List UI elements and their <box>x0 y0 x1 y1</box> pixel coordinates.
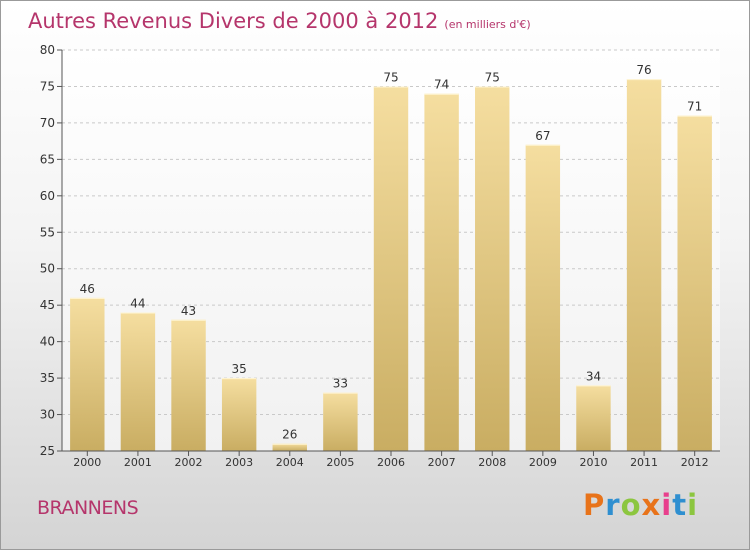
x-tick-label: 2003 <box>225 456 253 469</box>
logo-letter: o <box>620 488 642 522</box>
y-tick-label: 65 <box>40 152 55 166</box>
bar <box>475 86 510 452</box>
data-label: 67 <box>535 129 550 143</box>
y-tick-label: 25 <box>40 444 55 458</box>
title-text: Autres Revenus Divers de 2000 à 2012 <box>28 9 439 33</box>
title-unit: (en milliers d'€) <box>444 18 531 31</box>
data-label: 74 <box>434 78 449 92</box>
x-tick-label: 2011 <box>630 456 658 469</box>
y-tick-label: 60 <box>40 189 55 203</box>
x-tick-label: 2004 <box>276 456 304 469</box>
data-label: 43 <box>181 304 196 318</box>
y-tick-label: 35 <box>40 371 55 385</box>
data-label: 46 <box>80 282 95 296</box>
data-label: 76 <box>636 63 651 77</box>
x-tick-label: 2010 <box>579 456 607 469</box>
x-tick-label: 2005 <box>326 456 354 469</box>
x-tick-label: 2007 <box>428 456 456 469</box>
x-tick-label: 2012 <box>681 456 709 469</box>
bar <box>221 378 257 451</box>
bar <box>424 93 459 451</box>
data-label: 75 <box>383 70 398 84</box>
x-tick-label: 2000 <box>73 456 101 469</box>
chart-title: Autres Revenus Divers de 2000 à 2012 (en … <box>28 9 531 33</box>
bar <box>576 385 611 451</box>
bar <box>626 79 662 451</box>
data-label: 71 <box>687 100 702 114</box>
y-tick-label: 80 <box>40 43 55 57</box>
data-label: 44 <box>130 296 145 310</box>
bar <box>171 319 206 451</box>
bar <box>70 297 105 451</box>
y-tick-label: 70 <box>40 116 55 130</box>
logo-letter: i <box>661 488 673 522</box>
logo-letter: P <box>583 488 606 522</box>
bar <box>525 144 561 452</box>
x-tick-label: 2006 <box>377 456 405 469</box>
y-tick-label: 55 <box>40 225 55 239</box>
data-label: 75 <box>485 70 500 84</box>
bar <box>120 312 156 451</box>
x-tick-label: 2002 <box>175 456 203 469</box>
data-label: 26 <box>282 428 297 442</box>
logo-letter: x <box>641 488 662 522</box>
logo-letter: r <box>605 488 621 522</box>
y-tick-label: 30 <box>40 408 55 422</box>
data-label: 33 <box>333 377 348 391</box>
y-tick-label: 50 <box>40 262 55 276</box>
data-label: 35 <box>232 362 247 376</box>
x-tick-label: 2001 <box>124 456 152 469</box>
proxiti-logo: Proxiti <box>583 488 698 522</box>
y-tick-label: 75 <box>40 79 55 93</box>
bar <box>323 392 358 451</box>
location-label: BRANNENS <box>37 497 139 519</box>
data-label: 34 <box>586 369 601 383</box>
bar <box>373 86 409 452</box>
logo-letter: i <box>687 488 699 522</box>
logo-letter: t <box>672 488 688 522</box>
x-tick-label: 2008 <box>478 456 506 469</box>
y-tick-label: 45 <box>40 298 55 312</box>
x-tick-label: 2009 <box>529 456 557 469</box>
bar <box>677 115 712 452</box>
y-tick-label: 40 <box>40 335 55 349</box>
bar <box>272 443 307 451</box>
